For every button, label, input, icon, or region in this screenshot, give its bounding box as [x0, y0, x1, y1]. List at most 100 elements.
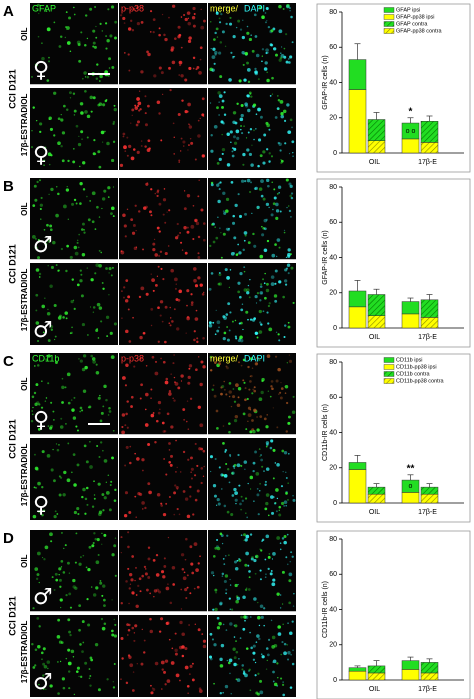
cell-dot [191, 662, 194, 665]
cell-dot [69, 633, 72, 637]
cell-dot [276, 193, 279, 195]
cell-dot [131, 114, 133, 116]
cell-dot [89, 200, 91, 202]
cell-dot [216, 320, 221, 325]
cell-dot [262, 150, 266, 154]
cell-dot [72, 160, 76, 164]
cell-dot [223, 316, 227, 320]
micrograph [208, 530, 296, 612]
cell-dot [97, 337, 100, 339]
cell-dot [203, 19, 206, 23]
cell-dot [149, 592, 152, 595]
y-tick-label: 60 [329, 44, 337, 51]
cell-dot [186, 289, 190, 293]
cell-dot [247, 406, 251, 410]
cell-dot [135, 123, 139, 127]
cell-dot [218, 21, 222, 24]
cell-dot [237, 243, 239, 246]
cell-dot [96, 205, 99, 209]
cell-dot [101, 197, 106, 201]
bar-segment [367, 672, 386, 681]
cell-dot [41, 513, 44, 517]
cell-dot [253, 138, 255, 141]
cell-dot [181, 567, 185, 571]
cell-dot [271, 558, 274, 560]
cell-dot [218, 182, 220, 185]
cell-dot [199, 382, 203, 387]
cell-dot [94, 642, 99, 647]
cell-dot [168, 638, 171, 641]
micrograph [208, 263, 296, 345]
cell-dot [164, 380, 169, 385]
cell-dot [113, 499, 117, 502]
cell-dot [254, 450, 257, 454]
cell-dot [67, 661, 72, 666]
cell-dot [169, 89, 172, 92]
cell-dot [260, 454, 263, 456]
cell-dot [256, 428, 260, 432]
cell-dot [244, 51, 249, 56]
cell-dot [238, 79, 242, 83]
y-tick-label: 40 [329, 429, 337, 436]
cell-dot [123, 514, 128, 518]
cell-dot [247, 284, 250, 287]
cell-dot [91, 191, 96, 196]
cell-dot [249, 127, 253, 131]
cell-dot [287, 415, 291, 419]
cell-dot [179, 64, 182, 67]
cell-dot [292, 301, 295, 305]
cell-dot [125, 363, 129, 367]
cell-dot [169, 601, 173, 605]
cell-dot [235, 337, 238, 340]
cell-dot [47, 239, 51, 243]
cell-dot [271, 387, 274, 391]
cell-dot [50, 187, 54, 192]
cell-dot [245, 104, 249, 108]
cell-dot [126, 154, 129, 157]
cell-dot [177, 113, 181, 117]
cell-dot [33, 391, 37, 395]
cell-dot [73, 148, 75, 150]
cell-dot [249, 689, 252, 692]
cell-dot [103, 459, 108, 463]
cell-dot [227, 228, 230, 232]
cell-dot [174, 37, 177, 40]
cell-dot [198, 70, 202, 75]
cell-dot [250, 616, 252, 618]
cell-dot [170, 48, 174, 52]
cell-dot [226, 132, 230, 136]
cell-dot [56, 513, 59, 515]
cell-dot [280, 382, 282, 384]
cell-dot [269, 395, 272, 398]
cell-dot [272, 208, 274, 211]
cell-dot [180, 380, 183, 382]
cell-dot [257, 78, 260, 81]
cell-dot [132, 224, 136, 227]
cell-dot [153, 595, 155, 598]
cell-dot [252, 388, 255, 391]
micrograph [208, 88, 296, 170]
cell-dot [286, 563, 289, 566]
cell-dot [108, 294, 110, 296]
cell-dot [274, 116, 278, 119]
cell-dot [35, 119, 38, 122]
cell-dot [107, 474, 110, 477]
cell-dot [243, 270, 246, 273]
cell-dot [38, 581, 40, 584]
error-bar [373, 483, 380, 488]
cell-dot [183, 226, 187, 230]
legend-label: CD11b ipsi [396, 357, 423, 363]
cell-dot [169, 454, 174, 458]
cell-dot [237, 281, 241, 285]
cell-dot [225, 22, 228, 26]
cell-dot [235, 503, 237, 505]
cell-dot [213, 494, 217, 498]
bar-segment [401, 669, 420, 681]
cell-dot [211, 55, 216, 59]
cell-dot [85, 486, 89, 490]
cell-dot [214, 226, 216, 228]
cell-dot [40, 406, 44, 409]
cell-dot [68, 16, 71, 20]
cell-dot [155, 419, 159, 423]
cell-dot [60, 247, 64, 251]
